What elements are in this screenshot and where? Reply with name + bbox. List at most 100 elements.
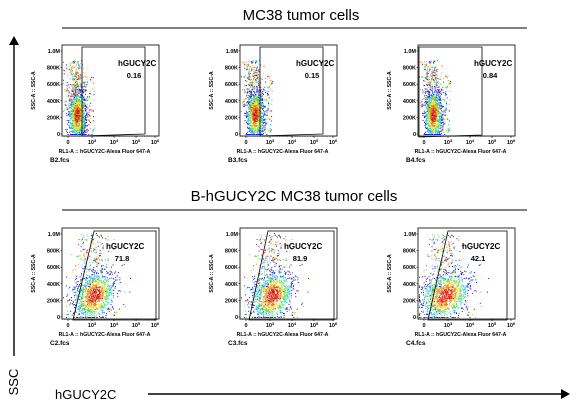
- event-dot: [88, 118, 90, 120]
- event-dot: [78, 64, 80, 66]
- event-dot: [89, 286, 91, 288]
- event-dot: [258, 134, 260, 135]
- event-dot: [250, 94, 252, 96]
- event-dot: [93, 305, 95, 307]
- event-dot: [427, 96, 429, 98]
- event-dot: [255, 134, 257, 135]
- x-tick-label: 103: [444, 138, 453, 146]
- event-dot: [97, 282, 99, 284]
- event-dot: [68, 105, 70, 107]
- event-dot: [73, 100, 75, 102]
- event-dot: [425, 134, 427, 135]
- event-dot: [66, 120, 68, 121]
- event-dot: [78, 61, 80, 63]
- event-dot: [82, 126, 84, 128]
- event-dot: [436, 134, 438, 135]
- event-dot: [77, 95, 79, 97]
- event-dot: [85, 265, 87, 267]
- event-dot: [439, 118, 441, 120]
- event-dot: [428, 66, 429, 68]
- event-dot: [71, 123, 73, 124]
- event-dot: [94, 301, 96, 303]
- event-dot: [426, 84, 428, 85]
- event-dot: [87, 98, 89, 100]
- event-dot: [254, 80, 256, 82]
- event-dot: [79, 109, 81, 111]
- event-dot: [432, 70, 434, 72]
- event-dot: [252, 104, 254, 106]
- event-dot: [74, 106, 76, 108]
- event-dot: [245, 134, 247, 135]
- event-dot: [260, 119, 262, 120]
- event-dot: [68, 87, 70, 88]
- event-dot: [93, 90, 95, 92]
- event-dot: [431, 123, 433, 125]
- event-dot: [72, 113, 74, 115]
- y-tick-label: 200K: [403, 115, 416, 121]
- event-dot: [76, 275, 78, 277]
- event-dot: [85, 93, 86, 95]
- event-dot: [258, 104, 259, 106]
- event-dot: [251, 94, 253, 96]
- event-dot: [80, 282, 81, 284]
- event-dot: [421, 106, 423, 108]
- event-dot: [86, 108, 88, 110]
- event-dot: [427, 117, 429, 118]
- event-dot: [430, 116, 432, 118]
- event-dot: [437, 91, 439, 93]
- event-dot: [83, 122, 85, 124]
- event-dot: [71, 101, 73, 103]
- event-dot: [250, 103, 252, 105]
- event-dot: [253, 101, 255, 102]
- event-dot: [68, 91, 70, 93]
- event-dot: [258, 125, 259, 126]
- event-dot: [430, 61, 432, 63]
- event-dot: [436, 106, 438, 108]
- event-dot: [84, 238, 86, 240]
- event-dot: [85, 306, 87, 308]
- event-dot: [434, 78, 436, 80]
- event-dot: [94, 259, 96, 261]
- event-dot: [431, 73, 433, 75]
- event-dot: [69, 302, 71, 304]
- event-dot: [433, 129, 434, 131]
- event-dot: [74, 62, 75, 64]
- event-dot: [115, 276, 117, 278]
- event-dot: [244, 89, 246, 91]
- event-dot: [118, 290, 120, 292]
- event-dot: [434, 116, 436, 118]
- event-dot: [433, 95, 435, 97]
- event-dot: [255, 99, 257, 101]
- event-dot: [441, 93, 442, 95]
- event-dot: [80, 60, 82, 62]
- event-dot: [92, 286, 93, 287]
- event-dot: [243, 103, 245, 105]
- event-dot: [73, 117, 75, 119]
- event-dot: [81, 264, 83, 266]
- event-dot: [77, 99, 79, 101]
- event-dot: [79, 119, 81, 121]
- event-dot: [439, 117, 440, 119]
- event-dot: [78, 121, 80, 123]
- event-dot: [76, 127, 78, 129]
- event-dot: [435, 78, 437, 80]
- event-dot: [256, 89, 258, 91]
- event-dot: [74, 306, 75, 308]
- event-dot: [248, 106, 250, 108]
- event-dot: [434, 88, 436, 90]
- event-dot: [256, 67, 258, 69]
- event-dot: [436, 112, 438, 114]
- event-dot: [83, 125, 85, 127]
- event-dot: [256, 134, 258, 135]
- event-dot: [433, 134, 435, 135]
- event-dot: [71, 130, 73, 132]
- event-dot: [86, 282, 88, 284]
- event-dot: [435, 111, 437, 113]
- event-dot: [254, 91, 255, 93]
- event-dot: [265, 121, 267, 123]
- event-dot: [247, 98, 249, 100]
- event-dot: [439, 75, 441, 77]
- event-dot: [80, 95, 82, 97]
- event-dot: [76, 118, 78, 119]
- y-tick-label: 400K: [403, 99, 416, 105]
